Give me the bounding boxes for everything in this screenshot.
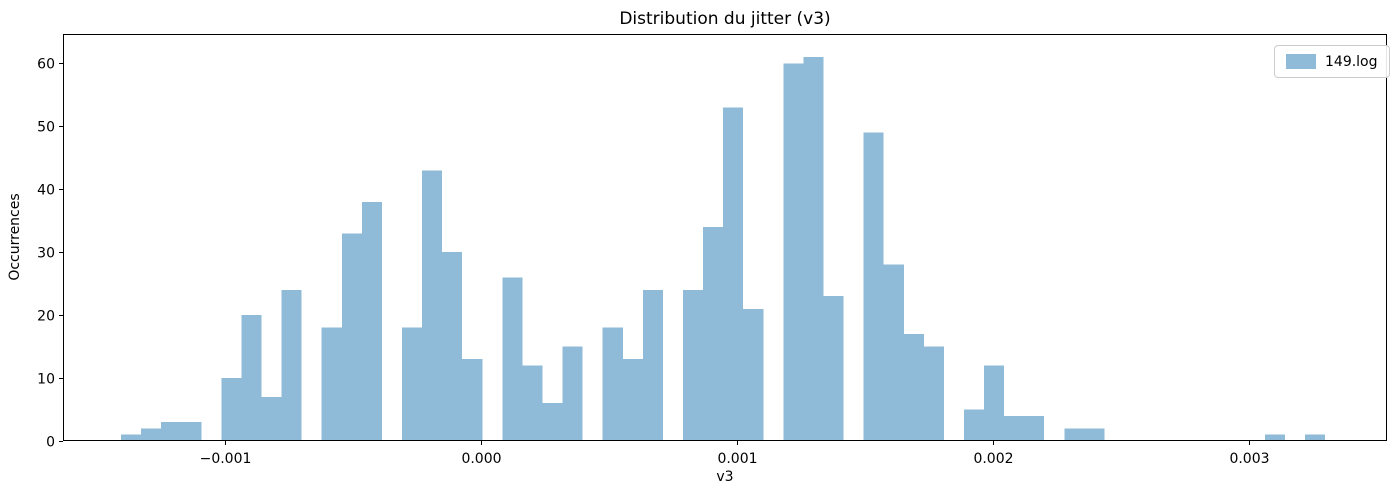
histogram-bar xyxy=(823,296,844,441)
y-tick-label: 30 xyxy=(37,246,55,262)
histogram-bar xyxy=(863,132,884,441)
histogram-bar xyxy=(963,409,985,441)
histogram-bar xyxy=(682,289,704,441)
histogram-bar xyxy=(1024,415,1045,441)
histogram-bar xyxy=(462,359,483,441)
y-tick-label: 20 xyxy=(37,309,55,325)
histogram-bar xyxy=(181,422,202,441)
histogram-bar xyxy=(141,428,162,441)
histogram-bar xyxy=(984,365,1005,441)
y-tick-label: 10 xyxy=(37,372,55,388)
histogram-bar xyxy=(703,226,724,441)
histogram-bar xyxy=(883,264,904,441)
histogram-bar xyxy=(422,170,443,442)
x-tick-label: −0.001 xyxy=(200,451,252,467)
chart-title: Distribution du jitter (v3) xyxy=(619,9,831,29)
histogram-bar xyxy=(442,252,463,441)
x-tick-label: 0.000 xyxy=(461,451,501,467)
histogram-bar xyxy=(522,365,543,441)
legend-swatch xyxy=(1286,54,1316,69)
histogram-bar xyxy=(401,327,423,441)
histogram-bar xyxy=(743,308,764,441)
histogram-bar xyxy=(341,233,362,441)
histogram-bar xyxy=(1084,428,1105,441)
histogram-bar xyxy=(221,378,242,441)
histogram-bar xyxy=(1004,415,1025,441)
legend-series-label: 149.log xyxy=(1325,53,1378,70)
histogram-bar xyxy=(361,201,382,441)
histogram-bar xyxy=(903,333,924,441)
y-tick-label: 0 xyxy=(46,435,55,451)
histogram-bar xyxy=(502,277,523,441)
x-tick-label: 0.001 xyxy=(717,451,757,467)
histogram-bar xyxy=(161,422,182,441)
histogram-bar xyxy=(241,315,262,441)
y-tick-label: 60 xyxy=(37,57,55,73)
histogram-bar xyxy=(281,289,302,441)
histogram-bar xyxy=(622,359,643,441)
histogram-bar xyxy=(923,346,944,441)
histogram-bar xyxy=(542,403,563,441)
x-tick-label: 0.003 xyxy=(1229,451,1269,467)
legend: 149.log xyxy=(1274,45,1390,78)
histogram-bar xyxy=(803,56,824,441)
histogram-bar xyxy=(562,346,583,441)
histogram-bar xyxy=(1265,434,1286,441)
histogram-bar xyxy=(1305,434,1326,441)
axes-frame xyxy=(63,34,1387,441)
y-tick-label: 40 xyxy=(37,183,55,199)
histogram-bar xyxy=(1064,428,1085,441)
histogram-bar xyxy=(121,434,142,441)
x-axis-label: v3 xyxy=(716,469,734,485)
histogram-bar xyxy=(602,327,623,441)
y-tick-label: 50 xyxy=(37,120,55,136)
histogram-bar xyxy=(783,63,804,442)
histogram-bar xyxy=(723,107,744,441)
histogram-bar xyxy=(642,289,663,441)
histogram-bar xyxy=(321,327,342,441)
x-tick-label: 0.002 xyxy=(973,451,1013,467)
histogram-bar xyxy=(261,396,282,441)
